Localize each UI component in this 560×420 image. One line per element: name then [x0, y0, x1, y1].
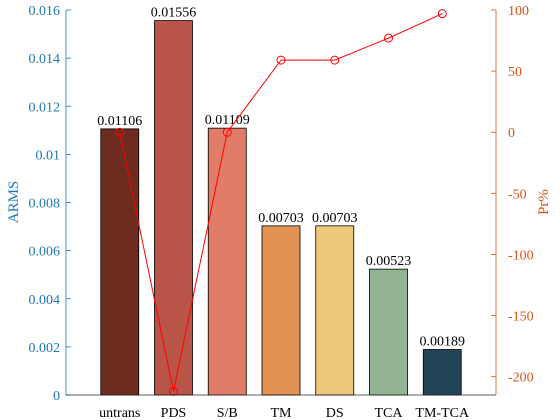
category-labels: untrans PDS S/B TM DS TCA TM-TCA — [99, 406, 470, 420]
category-label: DS — [326, 406, 344, 420]
y2-axis-label: Pr% — [536, 189, 552, 215]
category-label: TCA — [375, 406, 404, 420]
left-tick-label: 0.012 — [29, 100, 61, 115]
right-tick-label: -100 — [508, 248, 534, 263]
bar — [315, 225, 355, 396]
bar-value-label: 0.01109 — [205, 113, 250, 128]
y-axis-label: ARMS — [6, 181, 22, 224]
right-tick-label: 0 — [508, 126, 515, 141]
pr-point — [330, 55, 340, 65]
pr-point — [384, 33, 393, 43]
category-label: S/B — [217, 406, 238, 420]
left-tick-label: 0.002 — [29, 341, 61, 356]
left-tick-label: 0.014 — [29, 52, 61, 67]
left-axis-ticks: 0 0.002 0.004 0.006 0.008 0.01 0.012 0.014 0.016 — [29, 4, 71, 404]
bar-value-label: 0.00703 — [312, 211, 358, 226]
bar-value-label: 0.01556 — [151, 6, 197, 21]
category-label: PDS — [161, 406, 187, 420]
category-label: TM — [271, 406, 293, 420]
bar — [207, 127, 247, 396]
pr-point — [115, 127, 125, 137]
pr-point — [222, 127, 232, 137]
bar-value-label: 0.00523 — [366, 254, 412, 269]
bar — [154, 20, 193, 396]
left-tick-label: 0.008 — [29, 197, 61, 212]
left-tick-label: 0.01 — [36, 148, 61, 163]
bar-value-label: 0.00703 — [258, 211, 304, 226]
bar — [261, 225, 301, 396]
category-label: TM-TCA — [415, 406, 470, 420]
left-tick-label: 0.004 — [29, 293, 61, 308]
bar — [369, 268, 408, 396]
bar — [100, 128, 140, 396]
bar-value-label: 0.00189 — [420, 335, 466, 350]
right-tick-label: 50 — [508, 65, 522, 80]
left-tick-label: 0.006 — [29, 245, 61, 260]
right-tick-label: 100 — [508, 4, 529, 19]
bar — [422, 349, 462, 396]
right-tick-label: -200 — [508, 371, 534, 386]
pr-line — [115, 9, 447, 396]
pr-line-path — [119, 13, 443, 392]
left-tick-label: 0 — [53, 389, 60, 404]
pr-point — [437, 9, 447, 19]
right-tick-label: -150 — [508, 310, 534, 325]
category-label: untrans — [99, 406, 140, 420]
bar-value-label: 0.01106 — [97, 114, 142, 129]
right-axis-ticks: -200 -150 -100 -50 0 50 100 — [491, 4, 534, 386]
pr-point — [276, 55, 286, 65]
bars — [100, 20, 462, 396]
right-tick-label: -50 — [508, 187, 527, 202]
left-tick-label: 0.016 — [29, 4, 61, 19]
